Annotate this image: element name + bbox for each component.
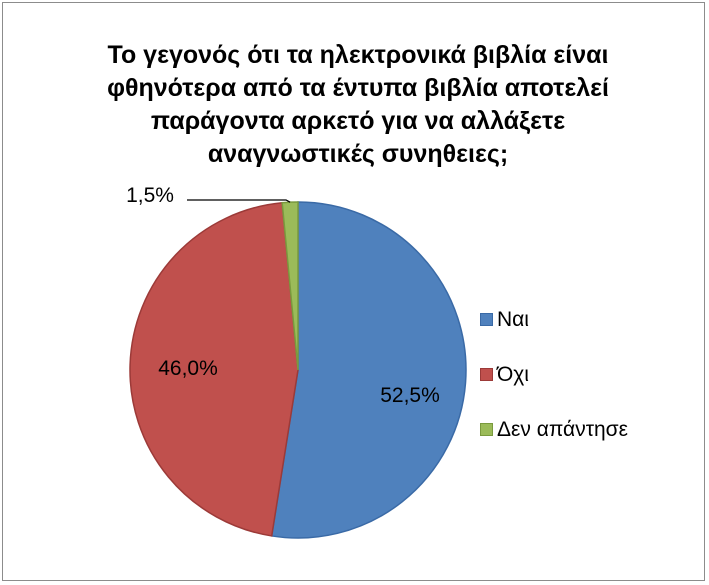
data-label-ochi: 46,0% [158,357,218,380]
legend: Ναι Όχι Δεν απάντησε [480,306,628,471]
legend-label-den-apantise: Δεν απάντησε [497,417,628,441]
legend-swatch-ochi [480,368,493,381]
legend-item-ochi: Όχι [480,361,628,388]
chart-title-line: αναγνωστικές συνηθειες; [207,140,509,168]
leader-line-den-apantise [187,199,291,203]
legend-label-nai: Ναι [497,307,529,331]
pie-slice-ochi [129,201,299,537]
chart-title-line: παράγοντα αρκετό για να αλλάξετε [150,107,566,135]
legend-swatch-nai [480,313,493,326]
legend-label-ochi: Όχι [497,362,529,386]
pie-slice-nai [270,201,467,539]
chart-title-line: Το γεγονός ότι τα ηλεκτρονικά βιβλία είν… [107,41,609,69]
chart-title: Το γεγονός ότι τα ηλεκτρονικά βιβλία είν… [43,39,673,171]
legend-item-nai: Ναι [480,306,628,333]
legend-swatch-den-apantise [480,423,493,436]
pie-slice-den-apantise [281,201,299,371]
legend-item-den-apantise: Δεν απάντησε [480,416,628,443]
data-label-den-apantise: 1,5% [126,184,174,207]
chart-title-line: φθηνότερα από τα έντυπα βιβλία αποτελεί [107,74,609,102]
data-label-nai: 52,5% [380,384,440,407]
